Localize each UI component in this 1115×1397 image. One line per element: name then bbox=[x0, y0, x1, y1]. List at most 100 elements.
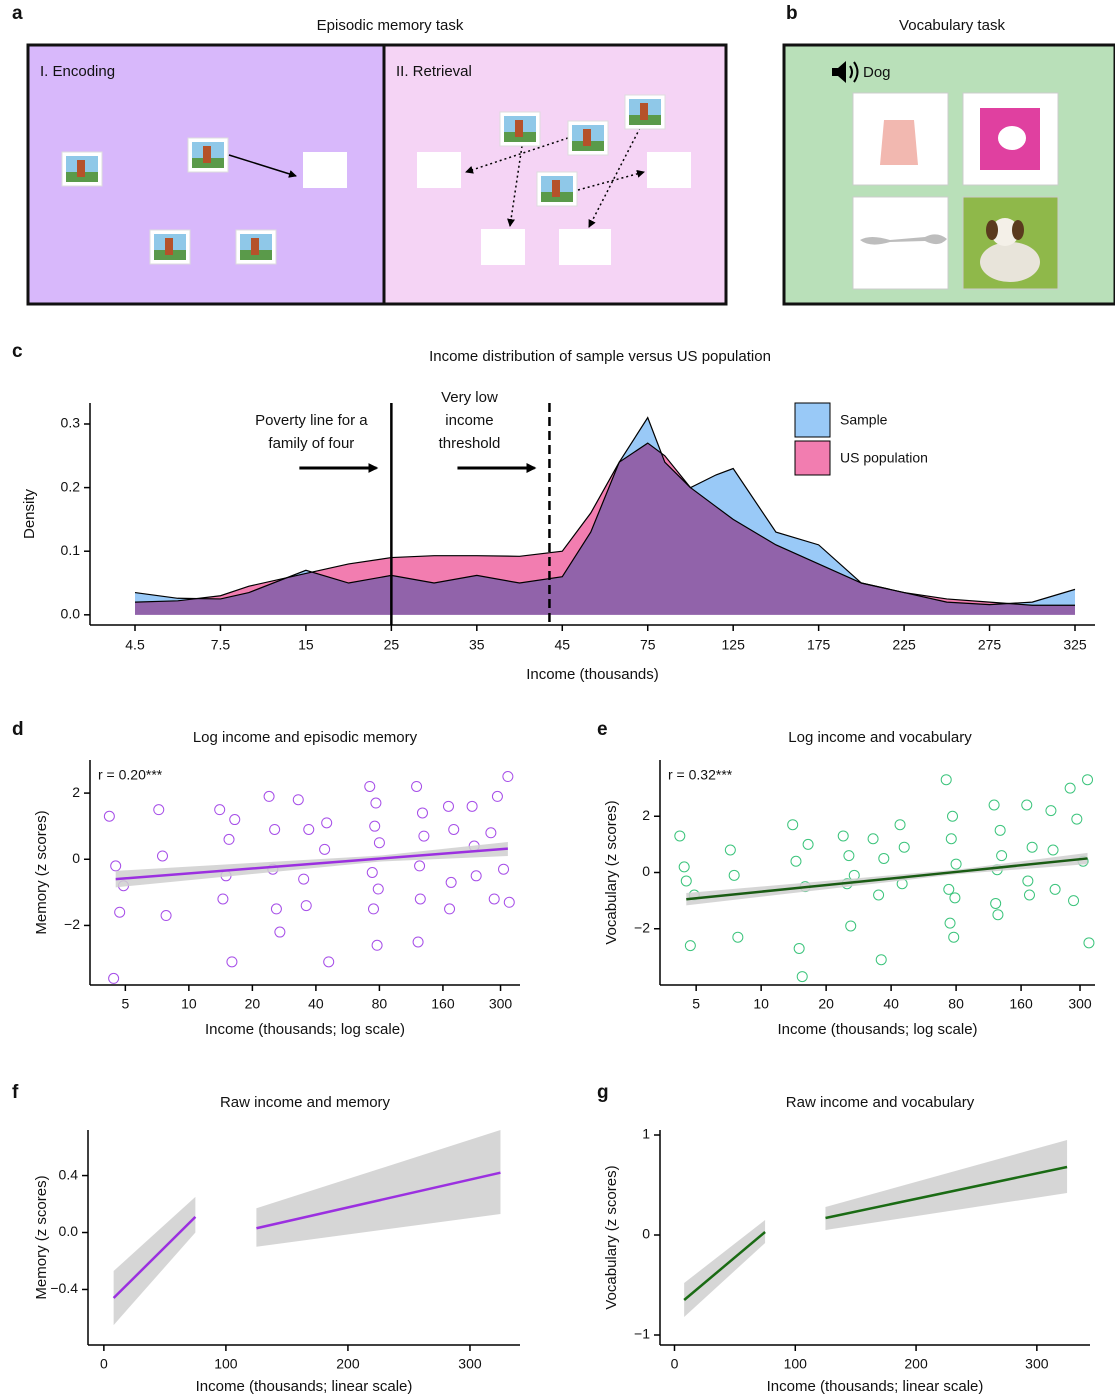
point bbox=[160, 910, 172, 922]
point bbox=[103, 810, 115, 822]
point bbox=[214, 804, 226, 816]
point bbox=[319, 843, 331, 855]
point bbox=[1049, 883, 1061, 895]
point bbox=[1045, 805, 1057, 817]
annotation: Very low bbox=[441, 389, 498, 406]
x-tick-label: 35 bbox=[469, 637, 485, 653]
x-tick-label: 20 bbox=[245, 996, 261, 1012]
point bbox=[1082, 774, 1094, 786]
x-tick-label: 45 bbox=[554, 637, 570, 653]
point bbox=[217, 893, 229, 905]
y-tick-label: 0.4 bbox=[59, 1166, 79, 1182]
point bbox=[678, 861, 690, 873]
correlation-label: r = 0.32*** bbox=[668, 767, 733, 783]
fit-line bbox=[686, 857, 1088, 901]
point bbox=[445, 876, 457, 888]
point bbox=[488, 893, 500, 905]
x-tick-label: 5 bbox=[692, 996, 700, 1012]
point bbox=[300, 900, 312, 912]
point bbox=[370, 797, 382, 809]
point bbox=[990, 897, 1002, 909]
x-tick-label: 300 bbox=[458, 1356, 482, 1372]
x-axis-label: Income (thousands) bbox=[526, 666, 659, 683]
point bbox=[1023, 889, 1035, 901]
sippy-cup bbox=[880, 120, 918, 165]
blank-slot bbox=[647, 152, 691, 188]
point bbox=[470, 870, 482, 882]
panel-title: Vocabulary task bbox=[899, 17, 1005, 34]
panel-label: c bbox=[12, 341, 23, 362]
x-tick-label: 160 bbox=[431, 996, 455, 1012]
vocabulary-box bbox=[782, 43, 1115, 306]
dog-ear bbox=[1012, 220, 1024, 240]
point bbox=[303, 823, 315, 835]
fit-line bbox=[112, 1171, 501, 1299]
point bbox=[269, 823, 281, 835]
point bbox=[153, 804, 165, 816]
point bbox=[996, 850, 1008, 862]
point bbox=[948, 931, 960, 943]
annotation: Poverty line for a bbox=[255, 412, 368, 429]
x-tick-label: 125 bbox=[722, 637, 746, 653]
confidence-band bbox=[256, 1130, 501, 1247]
point bbox=[110, 860, 122, 872]
point bbox=[947, 810, 959, 822]
chart-title: Raw income and memory bbox=[220, 1094, 391, 1111]
point bbox=[263, 790, 275, 802]
x-tick-label: 7.5 bbox=[211, 637, 231, 653]
x-axis-label: Income (thousands; log scale) bbox=[205, 1021, 405, 1038]
x-tick-label: 15 bbox=[298, 637, 314, 653]
point bbox=[366, 867, 378, 878]
correlation-label: r = 0.20*** bbox=[98, 767, 163, 783]
point bbox=[108, 972, 120, 984]
y-axis-label: Vocabulary (z scores) bbox=[603, 1165, 620, 1309]
y-axis-label: Density bbox=[21, 488, 38, 539]
x-tick-label: 25 bbox=[384, 637, 400, 653]
x-tick-label: 160 bbox=[1009, 996, 1033, 1012]
y-tick-label: 0 bbox=[642, 863, 650, 879]
y-axis-label: Memory (z scores) bbox=[33, 1175, 50, 1299]
point bbox=[867, 833, 879, 845]
point bbox=[418, 830, 430, 842]
point bbox=[1068, 895, 1080, 907]
y-axis-label: Memory (z scores) bbox=[33, 810, 50, 934]
confidence-band bbox=[113, 1196, 196, 1326]
confidence-band bbox=[825, 1140, 1068, 1230]
x-tick-label: 4.5 bbox=[125, 637, 145, 653]
point bbox=[992, 909, 1004, 921]
point bbox=[732, 931, 744, 943]
point bbox=[1047, 844, 1059, 856]
point bbox=[466, 800, 478, 812]
point bbox=[416, 807, 428, 819]
thumbnail-figure bbox=[640, 103, 648, 120]
point bbox=[802, 838, 814, 850]
y-tick-label: 2 bbox=[642, 807, 650, 823]
x-axis-label: Income (thousands; log scale) bbox=[777, 1021, 977, 1038]
point bbox=[373, 837, 385, 849]
point bbox=[442, 800, 454, 812]
chart-title: Raw income and vocabulary bbox=[786, 1094, 975, 1111]
x-tick-label: 0 bbox=[671, 1356, 679, 1372]
y-tick-label: 0 bbox=[72, 850, 80, 866]
point bbox=[156, 850, 168, 862]
x-tick-label: 300 bbox=[489, 996, 513, 1012]
point bbox=[274, 926, 286, 938]
point bbox=[367, 903, 379, 915]
point bbox=[1071, 813, 1083, 825]
point bbox=[1021, 799, 1033, 811]
fit-line bbox=[115, 847, 508, 881]
point bbox=[321, 817, 333, 829]
y-tick-label: −2 bbox=[64, 916, 80, 932]
point bbox=[270, 903, 282, 915]
arrow bbox=[507, 145, 523, 227]
annotation: family of four bbox=[268, 435, 354, 452]
chart-title: Log income and episodic memory bbox=[193, 729, 418, 746]
y-tick-label: 0.1 bbox=[61, 542, 81, 558]
x-axis-label: Income (thousands; linear scale) bbox=[767, 1378, 984, 1395]
chart-title: Income distribution of sample versus US … bbox=[429, 348, 771, 365]
encoding-label: I. Encoding bbox=[40, 63, 115, 80]
dog-body bbox=[980, 242, 1040, 282]
panel-title: Episodic memory task bbox=[317, 17, 464, 34]
